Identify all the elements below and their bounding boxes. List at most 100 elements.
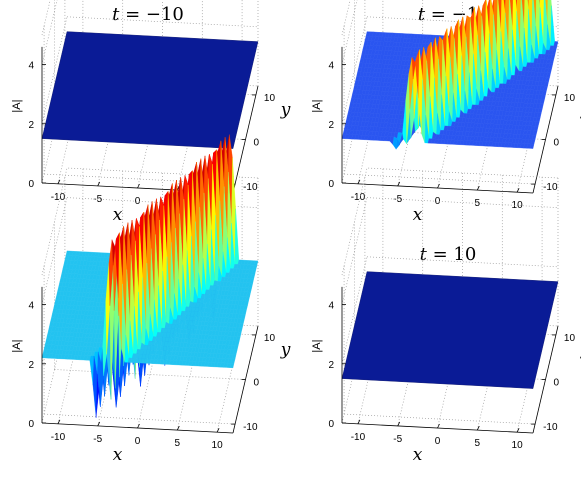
- surface-patch: [529, 143, 535, 149]
- z-axis-label: |A|: [311, 100, 323, 113]
- z-tick-label: 4: [28, 301, 34, 312]
- x-tick-label: 10: [212, 440, 224, 451]
- z-tick-label: 0: [328, 419, 334, 430]
- y-axis-label: y: [280, 100, 291, 120]
- y-axis-label: y: [280, 340, 291, 360]
- title-value: 10: [453, 244, 476, 265]
- title-value: −10: [146, 4, 184, 25]
- y-tick-label: -10: [543, 182, 558, 193]
- grid-line: [341, 0, 358, 65]
- z-tick-label: 0: [328, 179, 334, 190]
- grid-line: [344, 173, 536, 185]
- grid-line: [54, 369, 246, 380]
- x-tick-mark: [176, 425, 180, 431]
- x-tick-mark: [397, 421, 401, 427]
- x-tick-mark: [97, 181, 101, 187]
- x-tick-mark: [176, 185, 180, 191]
- grid-line: [366, 197, 559, 208]
- y-tick-label: 10: [264, 93, 276, 104]
- x-tick-mark: [516, 187, 520, 193]
- x-tick-label: -5: [393, 434, 402, 445]
- grid-line: [216, 325, 243, 433]
- x-tick-mark: [137, 183, 140, 189]
- x-tick-mark: [97, 421, 101, 427]
- surface-plane: [41, 31, 259, 149]
- y-tick-label: 0: [254, 138, 260, 149]
- x-tick-label: -10: [351, 192, 366, 203]
- z-axis-label: |A|: [11, 100, 23, 113]
- y-tick-label: 0: [554, 378, 560, 389]
- title-equals: =: [425, 4, 452, 25]
- x-axis-label: x: [113, 205, 123, 225]
- z-tick-label: 2: [328, 360, 334, 371]
- y-tick-label: 10: [564, 93, 576, 104]
- x-tick-mark: [476, 185, 480, 191]
- x-tick-label: 0: [435, 196, 441, 207]
- box-edge: [341, 167, 559, 276]
- z-tick-label: 0: [28, 179, 34, 190]
- x-tick-label: 5: [475, 438, 481, 449]
- x-tick-label: 5: [475, 198, 481, 209]
- grid-line: [41, 0, 58, 65]
- y-tick-label: 0: [254, 378, 260, 389]
- x-tick-mark: [57, 179, 61, 185]
- z-axis-label: |A|: [311, 340, 323, 353]
- x-tick-label: -10: [51, 192, 66, 203]
- z-tick-label: 4: [328, 61, 334, 72]
- x-tick-mark: [137, 423, 140, 429]
- title-variable: t: [420, 244, 428, 265]
- z-tick-label: 4: [28, 61, 34, 72]
- surface: [41, 31, 259, 149]
- grid-line: [341, 197, 368, 305]
- x-tick-mark: [357, 419, 361, 425]
- axes: 4 2 0 |A| -10 -5 0 5 10 x 10 0 -10 y: [311, 286, 581, 465]
- x-tick-label: -10: [351, 432, 366, 443]
- grid-line: [344, 413, 536, 425]
- grid-line: [41, 197, 68, 305]
- x-axis-label: x: [113, 445, 123, 465]
- x-axis-label: x: [413, 445, 423, 465]
- z-tick-label: 0: [28, 419, 34, 430]
- z-tick-label: 2: [328, 120, 334, 131]
- x-tick-label: -10: [51, 432, 66, 443]
- surface: [341, 0, 559, 150]
- x-tick-label: -5: [93, 434, 102, 445]
- title-variable: t: [112, 4, 120, 25]
- x-tick-mark: [476, 425, 480, 431]
- grid-line: [137, 320, 163, 429]
- x-tick-mark: [357, 179, 361, 185]
- y-tick-label: -10: [243, 182, 258, 193]
- x-tick-mark: [437, 183, 440, 189]
- grid-line: [66, 16, 259, 28]
- surface-plane: [341, 271, 559, 389]
- z-tick-label: 4: [328, 301, 334, 312]
- z-tick-label: 2: [28, 120, 34, 131]
- y-tick-label: -10: [543, 422, 558, 433]
- y-axis-label: y: [580, 100, 581, 120]
- x-tick-mark: [437, 423, 440, 429]
- x-tick-label: 0: [135, 196, 141, 207]
- subplot-panel: t = 10 4 2 0 |A| -10 -5 0 5 10 x 10 0 -10 y: [311, 167, 581, 465]
- y-tick-label: 0: [554, 138, 560, 149]
- grid-line: [41, 16, 68, 124]
- z-tick-label: 2: [28, 360, 34, 371]
- x-tick-mark: [516, 427, 520, 433]
- grid-line: [44, 413, 236, 425]
- title-equals: =: [119, 4, 146, 25]
- y-tick-label: 10: [264, 333, 276, 344]
- y-tick-label: 10: [564, 333, 576, 344]
- surface-patch: [229, 363, 235, 369]
- x-tick-label: 5: [175, 438, 181, 449]
- subplot-title: t = −10: [112, 4, 184, 25]
- x-axis-label: x: [413, 205, 423, 225]
- x-tick-mark: [216, 427, 220, 433]
- surface: [41, 134, 259, 418]
- subplot-title: t = 10: [420, 244, 477, 265]
- grid-line: [341, 16, 368, 124]
- x-tick-label: 10: [512, 440, 524, 451]
- grid-line: [366, 256, 559, 268]
- z-axis-label: |A|: [11, 340, 23, 353]
